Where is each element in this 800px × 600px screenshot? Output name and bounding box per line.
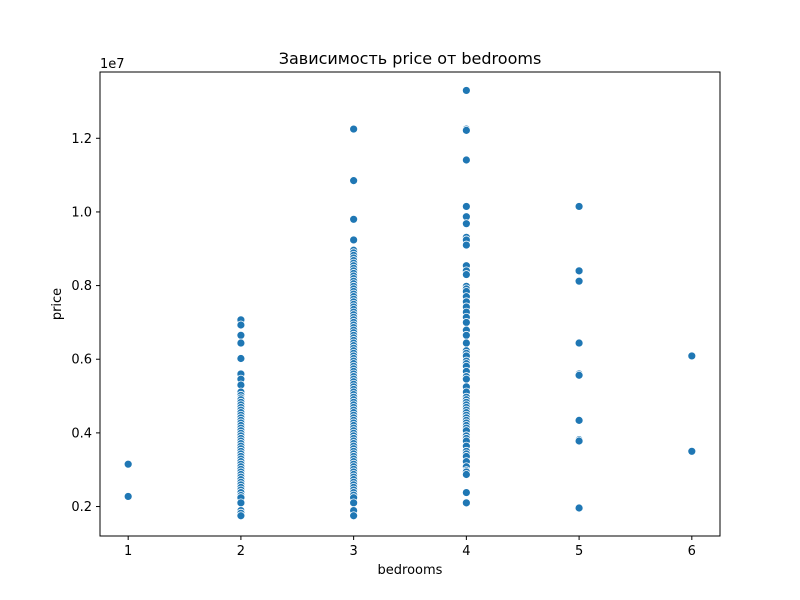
- x-tick-label: 4: [462, 544, 470, 559]
- data-point: [687, 351, 697, 361]
- data-point: [123, 459, 133, 469]
- data-point: [349, 511, 359, 521]
- data-point: [574, 436, 584, 446]
- data-point: [461, 488, 471, 497]
- data-point: [461, 219, 471, 229]
- data-point: [349, 498, 359, 508]
- data-point: [236, 354, 246, 363]
- data-point: [461, 338, 471, 348]
- y-axis-ticks: 0.2 0.4 0.6 0.8 1.0 1.2: [71, 132, 100, 515]
- y-tick-label: 0.8: [71, 279, 92, 294]
- data-point: [123, 492, 133, 501]
- data-point: [461, 125, 471, 135]
- x-axis-ticks: 1 2 3 4 5 6: [124, 536, 696, 559]
- data-point: [349, 176, 359, 186]
- data-point: [461, 86, 471, 95]
- data-point: [574, 370, 584, 380]
- data-point: [349, 235, 359, 245]
- scatter-points: [123, 86, 697, 521]
- plot-frame: [99, 71, 721, 537]
- y-tick-label: 1.0: [71, 205, 92, 220]
- data-point: [236, 320, 246, 330]
- data-point: [574, 503, 584, 513]
- data-point: [574, 415, 584, 425]
- data-point: [349, 124, 359, 134]
- data-point: [236, 330, 246, 340]
- data-point: [461, 374, 471, 384]
- data-point: [236, 498, 246, 508]
- data-point: [461, 202, 471, 211]
- data-point: [461, 470, 471, 479]
- y-tick-label: 0.2: [71, 500, 92, 515]
- data-point: [461, 155, 471, 165]
- data-point: [461, 240, 471, 250]
- x-tick-label: 6: [688, 544, 696, 559]
- data-point: [236, 338, 246, 348]
- data-point: [687, 446, 697, 456]
- data-point: [574, 202, 584, 211]
- y-tick-label: 1.2: [71, 132, 92, 147]
- x-tick-label: 2: [237, 544, 245, 559]
- x-tick-label: 3: [349, 544, 357, 559]
- data-point: [574, 266, 584, 276]
- y-offset-label: 1e7: [100, 57, 125, 72]
- y-axis-label: price: [50, 288, 65, 320]
- x-tick-label: 5: [575, 544, 583, 559]
- chart-title: Зависимость price от bedrooms: [279, 49, 542, 68]
- data-point: [461, 270, 471, 279]
- data-point: [574, 276, 584, 286]
- data-point: [236, 511, 246, 521]
- data-point: [461, 330, 471, 340]
- data-point: [349, 214, 359, 224]
- y-tick-label: 0.6: [71, 353, 92, 368]
- y-tick-label: 0.4: [71, 426, 92, 441]
- data-point: [461, 498, 471, 508]
- data-point: [574, 338, 584, 348]
- data-point: [461, 318, 471, 327]
- x-tick-label: 1: [124, 544, 132, 559]
- x-axis-label: bedrooms: [378, 563, 443, 578]
